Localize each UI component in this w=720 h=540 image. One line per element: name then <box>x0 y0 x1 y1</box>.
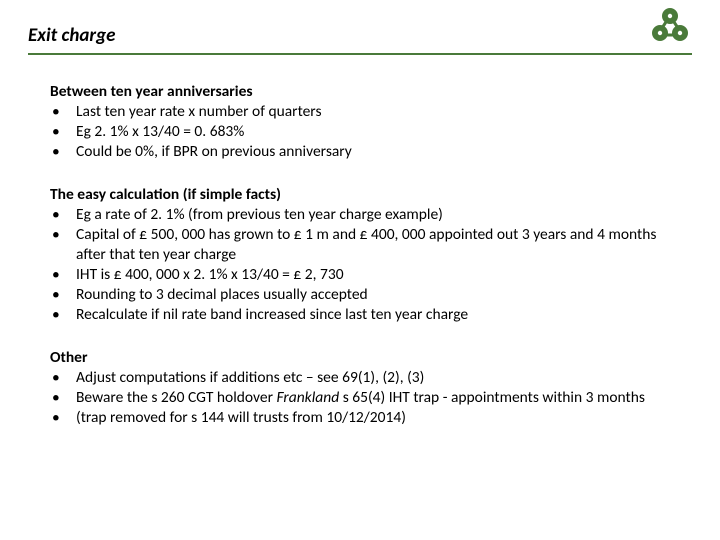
list-item: •(trap removed for s 144 will trusts fro… <box>50 408 670 428</box>
list-item: •Recalculate if nil rate band increased … <box>50 305 670 325</box>
logo-icon <box>648 6 692 51</box>
section-1: Between ten year anniversaries •Last ten… <box>50 82 670 163</box>
bullet-text: Capital of £ 500, 000 has grown to £ 1 m… <box>76 225 670 265</box>
list-item: •Last ten year rate x number of quarters <box>50 102 670 122</box>
bullet-text: Recalculate if nil rate band increased s… <box>76 305 670 325</box>
list-item: •Beware the s 260 CGT holdover Frankland… <box>50 388 670 408</box>
page-title: Exit charge <box>28 24 115 47</box>
list-item: •Eg a rate of 2. 1% (from previous ten y… <box>50 205 670 225</box>
section-heading: Other <box>50 348 670 368</box>
header-bar: Exit charge <box>28 24 692 55</box>
list-item: •IHT is £ 400, 000 x 2. 1% x 13/40 = £ 2… <box>50 265 670 285</box>
section-2: The easy calculation (if simple facts) •… <box>50 185 670 326</box>
bullet-text: Eg a rate of 2. 1% (from previous ten ye… <box>76 205 670 225</box>
list-item: •Adjust computations if additions etc – … <box>50 368 670 388</box>
list-item: •Rounding to 3 decimal places usually ac… <box>50 285 670 305</box>
list-item: •Eg 2. 1% x 13/40 = 0. 683% <box>50 122 670 142</box>
list-item: •Capital of £ 500, 000 has grown to £ 1 … <box>50 225 670 265</box>
bullet-text: (trap removed for s 144 will trusts from… <box>76 408 670 428</box>
bullet-text: Beware the s 260 CGT holdover Frankland … <box>76 388 670 408</box>
bullet-text: IHT is £ 400, 000 x 2. 1% x 13/40 = £ 2,… <box>76 265 670 285</box>
list-item: •Could be 0%, if BPR on previous anniver… <box>50 142 670 162</box>
content-area: Between ten year anniversaries •Last ten… <box>50 82 670 450</box>
section-3: Other •Adjust computations if additions … <box>50 348 670 429</box>
section-heading: Between ten year anniversaries <box>50 82 670 102</box>
bullet-text: Last ten year rate x number of quarters <box>76 102 670 122</box>
bullet-text: Adjust computations if additions etc – s… <box>76 368 670 388</box>
section-heading: The easy calculation (if simple facts) <box>50 185 670 205</box>
bullet-text: Rounding to 3 decimal places usually acc… <box>76 285 670 305</box>
bullet-text: Could be 0%, if BPR on previous annivers… <box>76 142 670 162</box>
bullet-text: Eg 2. 1% x 13/40 = 0. 683% <box>76 122 670 142</box>
